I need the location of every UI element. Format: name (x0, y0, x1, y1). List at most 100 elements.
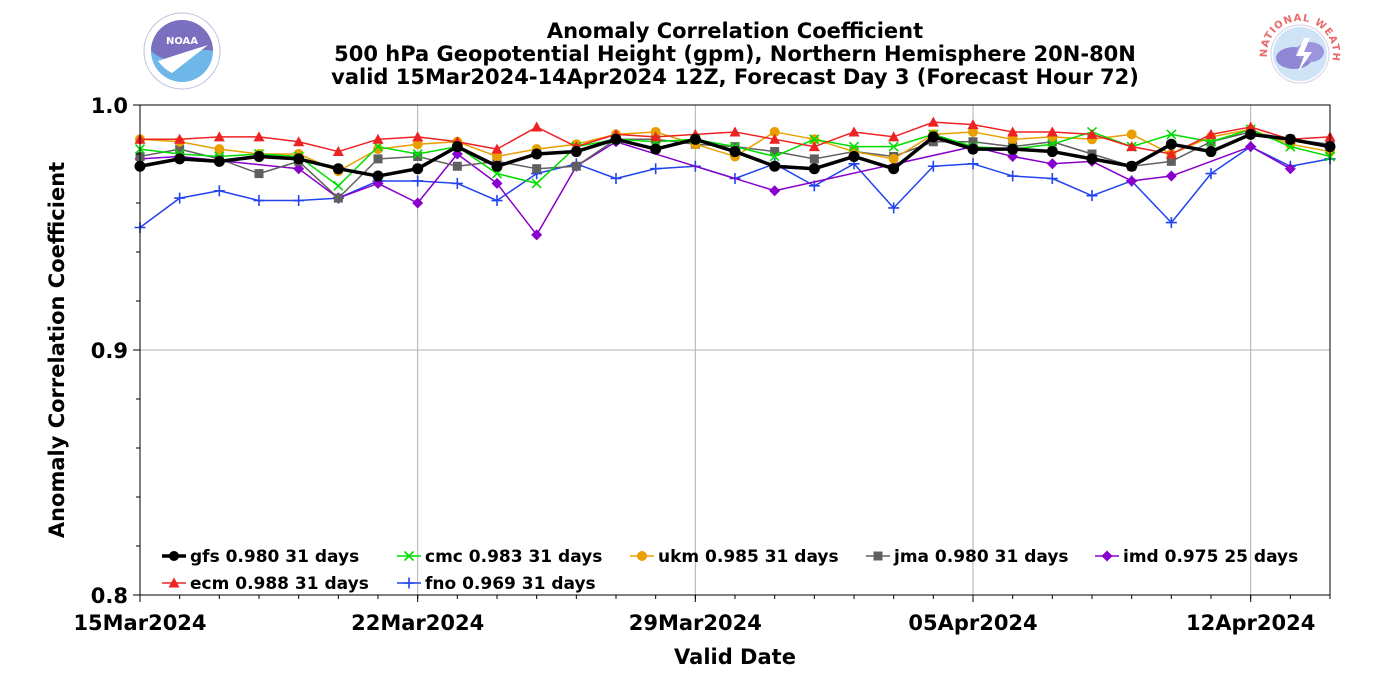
data-point-cmc (888, 141, 899, 152)
legend-entry-fno: fno 0.969 31 days (397, 574, 596, 594)
data-point-imd (531, 229, 543, 241)
data-point-imd (1284, 163, 1296, 175)
legend-entry-jma: jma 0.980 31 days (866, 547, 1069, 567)
data-point-jma (373, 154, 383, 164)
data-point-ecm (174, 133, 186, 144)
data-point-jma (254, 169, 264, 179)
series-line-imd (139, 141, 1291, 236)
data-point-gfs (491, 160, 503, 172)
data-point-fno (1165, 217, 1177, 229)
data-point-ecm (1165, 148, 1177, 159)
data-point-ecm (491, 143, 503, 154)
data-point-imd (293, 163, 305, 175)
data-point-jma (452, 161, 462, 171)
data-point-gfs (213, 155, 225, 167)
data-point-jma (413, 151, 423, 161)
x-tick-label: 22Mar2024 (351, 611, 484, 635)
data-point-jma (333, 193, 343, 203)
data-point-fno (888, 202, 900, 214)
legend-swatch-marker (1101, 550, 1113, 562)
legend-entry-gfs: gfs 0.980 31 days (162, 547, 359, 567)
series-ecm (134, 116, 1336, 159)
x-tick-label: 05Apr2024 (908, 611, 1037, 635)
legend-label-jma: jma 0.980 31 days (893, 547, 1069, 567)
legend-swatch-marker (403, 577, 415, 589)
legend-entry-imd: imd 0.975 25 days (1095, 547, 1298, 567)
data-point-cmc (809, 134, 820, 145)
data-point-jma (175, 144, 185, 154)
legend-entry-ukm: ukm 0.985 31 days (630, 547, 839, 567)
data-point-ecm (1086, 128, 1098, 139)
data-point-ecm (848, 126, 860, 137)
data-point-ecm (808, 141, 820, 152)
data-point-ecm (213, 131, 225, 142)
data-point-fno (650, 163, 662, 175)
data-point-ecm (332, 146, 344, 157)
x-tick-label: 12Apr2024 (1186, 611, 1315, 635)
data-point-gfs (927, 131, 939, 143)
data-point-imd (769, 185, 781, 197)
data-point-ecm (888, 131, 900, 142)
data-point-gfs (412, 163, 424, 175)
data-point-ukm (214, 144, 225, 155)
data-point-jma (809, 154, 819, 164)
tick-labels: 0.8 0.9 1.0 15Mar2024 22Mar2024 29Mar2024 05Ap… (73, 94, 1315, 635)
data-point-fno (610, 173, 622, 184)
data-point-fno (1007, 170, 1019, 182)
data-point-jma (968, 137, 978, 147)
data-point-imd (1245, 141, 1257, 153)
legend-swatch-marker (168, 577, 180, 588)
y-tick-label: 0.8 (91, 584, 128, 608)
data-point-gfs (1165, 138, 1177, 150)
series-layer (134, 116, 1336, 241)
axis-ticks (133, 104, 1331, 602)
data-point-gfs (1086, 153, 1098, 165)
data-point-imd (1046, 158, 1058, 170)
data-point-gfs (531, 148, 543, 160)
data-point-fno (293, 195, 305, 207)
chart-title: Anomaly Correlation Coefficient (547, 19, 923, 43)
data-point-gfs (888, 163, 900, 175)
legend-label-ukm: ukm 0.985 31 days (658, 547, 839, 567)
y-axis-label: Anomaly Correlation Coefficient (45, 162, 69, 538)
legend-entry-ecm: ecm 0.988 31 days (162, 574, 369, 594)
data-point-gfs (372, 170, 384, 182)
data-point-gfs (808, 163, 820, 175)
data-point-ecm (412, 131, 424, 142)
data-point-gfs (293, 153, 305, 165)
data-point-fno (1205, 168, 1217, 180)
legend-swatch-marker (637, 551, 647, 561)
chart-subtitle-valid: valid 15Mar2024-14Apr2024 12Z, Forecast … (331, 65, 1139, 89)
data-point-ecm (372, 133, 384, 144)
data-point-ecm (1007, 126, 1019, 137)
data-point-fno (174, 192, 186, 204)
data-point-ecm (253, 131, 265, 142)
legend-label-fno: fno 0.969 31 days (425, 574, 596, 594)
data-point-jma (532, 164, 542, 174)
data-point-gfs (729, 146, 741, 158)
data-point-gfs (650, 143, 662, 155)
data-point-imd (491, 177, 503, 189)
data-point-ecm (531, 121, 543, 132)
legend-label-imd: imd 0.975 25 days (1123, 547, 1298, 567)
data-point-cmc (848, 141, 860, 152)
data-point-gfs (174, 153, 186, 165)
data-point-gfs (332, 163, 344, 175)
legend-swatch-marker (169, 551, 179, 561)
data-point-fno (927, 160, 939, 172)
data-point-fno (451, 177, 463, 189)
data-point-cmc (531, 178, 542, 189)
legend-label-cmc: cmc 0.983 31 days (425, 547, 602, 567)
data-point-imd (412, 197, 424, 209)
legend-label-gfs: gfs 0.980 31 days (190, 547, 359, 567)
legend-swatch-marker (403, 550, 415, 562)
data-point-gfs (570, 146, 582, 158)
data-point-gfs (1126, 160, 1138, 172)
data-point-ecm (293, 136, 305, 147)
data-point-gfs (967, 143, 979, 155)
data-point-cmc (333, 180, 344, 191)
data-point-gfs (451, 141, 463, 153)
noaa-logo-icon: NOAA (143, 12, 221, 90)
data-point-gfs (1007, 143, 1019, 155)
data-point-ecm (1126, 141, 1138, 152)
